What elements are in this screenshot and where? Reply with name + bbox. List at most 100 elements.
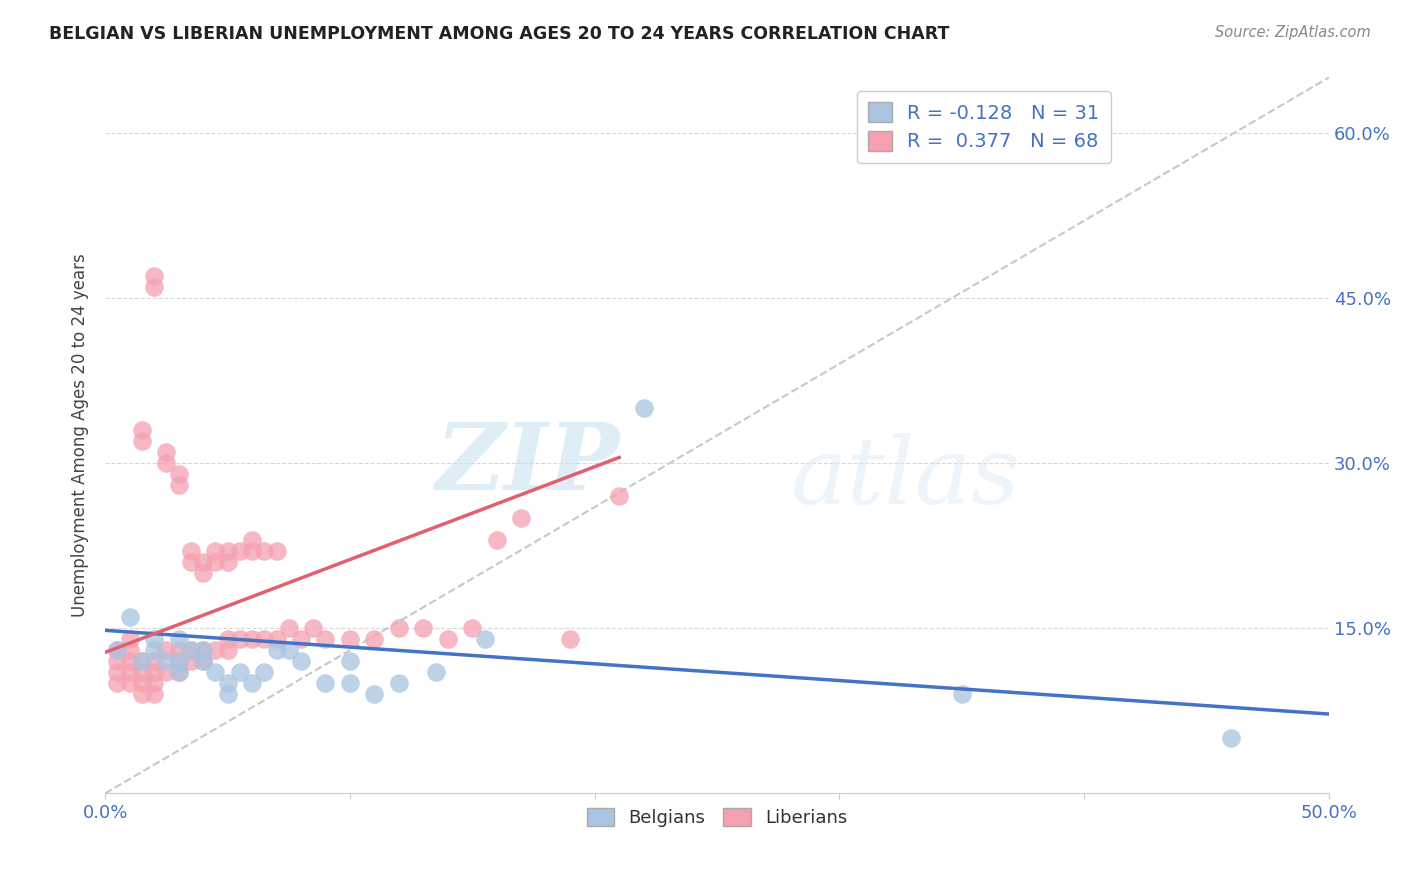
Point [388, 621, 411, 635]
Point [167, 467, 190, 481]
Point [191, 555, 214, 569]
Point [204, 643, 226, 657]
Point [180, 643, 202, 657]
Point [191, 654, 214, 668]
Point [217, 632, 239, 647]
Point [485, 533, 508, 547]
Point [1220, 731, 1243, 746]
Point [118, 665, 141, 680]
Point [118, 654, 141, 668]
Point [266, 544, 288, 558]
Text: BELGIAN VS LIBERIAN UNEMPLOYMENT AMONG AGES 20 TO 24 YEARS CORRELATION CHART: BELGIAN VS LIBERIAN UNEMPLOYMENT AMONG A… [49, 25, 949, 43]
Point [143, 268, 166, 283]
Y-axis label: Unemployment Among Ages 20 to 24 years: Unemployment Among Ages 20 to 24 years [72, 253, 89, 617]
Point [412, 621, 434, 635]
Point [607, 489, 630, 503]
Point [131, 665, 153, 680]
Point [339, 632, 361, 647]
Point [131, 676, 153, 690]
Point [180, 544, 202, 558]
Point [229, 632, 252, 647]
Point [167, 654, 190, 668]
Point [510, 511, 533, 525]
Point [131, 687, 153, 701]
Point [118, 632, 141, 647]
Point [253, 632, 276, 647]
Point [107, 654, 129, 668]
Point [143, 632, 166, 647]
Point [180, 643, 202, 657]
Point [107, 643, 129, 657]
Point [107, 676, 129, 690]
Point [240, 676, 263, 690]
Point [204, 544, 226, 558]
Point [131, 434, 153, 448]
Point [118, 676, 141, 690]
Point [155, 654, 177, 668]
Point [167, 643, 190, 657]
Point [217, 555, 239, 569]
Point [302, 621, 325, 635]
Point [143, 676, 166, 690]
Point [143, 654, 166, 668]
Point [240, 544, 263, 558]
Point [107, 643, 129, 657]
Text: Source: ZipAtlas.com: Source: ZipAtlas.com [1215, 25, 1371, 40]
Point [363, 632, 385, 647]
Point [131, 654, 153, 668]
Point [266, 643, 288, 657]
Point [167, 632, 190, 647]
Point [191, 643, 214, 657]
Point [204, 665, 226, 680]
Point [204, 555, 226, 569]
Point [167, 665, 190, 680]
Point [191, 643, 214, 657]
Point [277, 621, 299, 635]
Point [217, 544, 239, 558]
Point [155, 456, 177, 470]
Point [191, 654, 214, 668]
Point [253, 665, 276, 680]
Point [290, 654, 312, 668]
Point [131, 423, 153, 437]
Point [118, 610, 141, 624]
Point [143, 279, 166, 293]
Point [155, 643, 177, 657]
Point [266, 632, 288, 647]
Point [315, 632, 337, 647]
Point [180, 555, 202, 569]
Point [474, 632, 496, 647]
Text: ZIP: ZIP [434, 419, 619, 509]
Point [363, 687, 385, 701]
Point [950, 687, 973, 701]
Point [277, 643, 299, 657]
Point [560, 632, 582, 647]
Point [315, 676, 337, 690]
Point [118, 643, 141, 657]
Point [461, 621, 484, 635]
Point [339, 676, 361, 690]
Point [155, 665, 177, 680]
Point [388, 676, 411, 690]
Point [240, 632, 263, 647]
Point [143, 665, 166, 680]
Point [217, 643, 239, 657]
Point [633, 401, 655, 415]
Point [339, 654, 361, 668]
Point [253, 544, 276, 558]
Point [229, 665, 252, 680]
Point [131, 654, 153, 668]
Point [180, 654, 202, 668]
Point [437, 632, 460, 647]
Point [167, 478, 190, 492]
Point [167, 654, 190, 668]
Point [229, 544, 252, 558]
Point [240, 533, 263, 547]
Point [191, 566, 214, 580]
Point [107, 665, 129, 680]
Point [143, 643, 166, 657]
Point [217, 687, 239, 701]
Point [143, 687, 166, 701]
Point [425, 665, 447, 680]
Point [155, 445, 177, 459]
